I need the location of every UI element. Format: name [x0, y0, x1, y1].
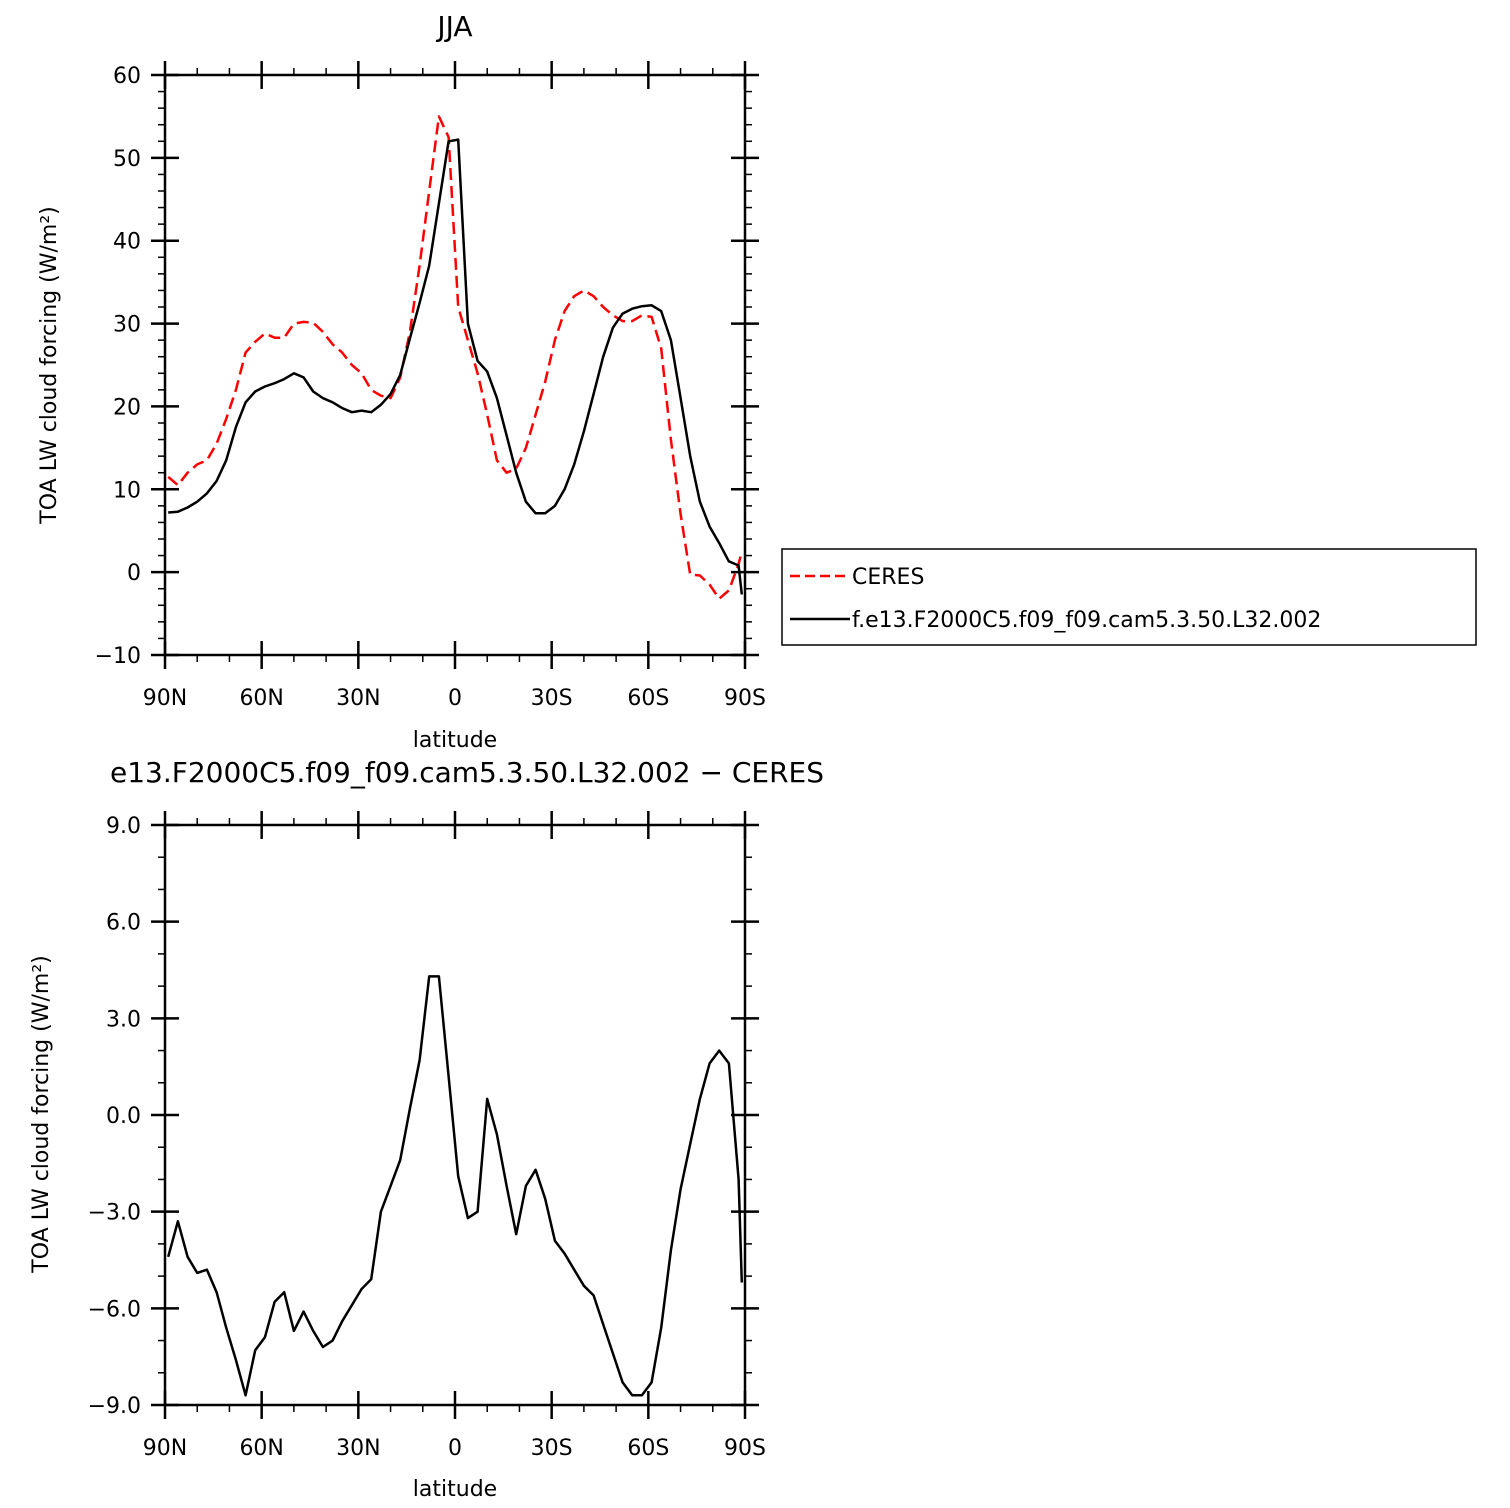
x-tick-label: 0 [448, 1436, 462, 1461]
series-line-0-1 [168, 138, 744, 595]
y-tick-label: −9.0 [88, 1394, 141, 1419]
x-tick-label: 30N [336, 1436, 380, 1461]
top-plot-frame [163, 73, 747, 657]
legend-label-ceres: CERES [852, 565, 924, 590]
y-tick-label: 0 [127, 561, 141, 586]
y-tick-label: 60 [113, 64, 141, 89]
top-series-group [167, 115, 744, 600]
legend-label-model: f.e13.F2000C5.f09_f09.cam5.3.50.L32.002 [852, 608, 1321, 633]
top-y-axis-label: TOA LW cloud forcing (W/m²) [37, 206, 62, 524]
bottom-x-tick-labels: 90N 60N 30N 0 30S 60S 90S [143, 1436, 766, 1461]
bottom-plot: e13.F2000C5.f09_f09.cam5.3.50.L32.002 − … [29, 756, 824, 1502]
y-tick-label: 6.0 [106, 911, 141, 936]
x-tick-label: 30N [336, 686, 380, 711]
x-tick-label: 60S [627, 686, 669, 711]
y-tick-label: 10 [113, 478, 141, 503]
y-tick-label: 50 [113, 147, 141, 172]
y-tick-label: 9.0 [106, 814, 141, 839]
top-chart-title: JJA [435, 10, 472, 43]
x-tick-label: 90S [724, 1436, 766, 1461]
bottom-y-tick-labels: −9.0 −6.0 −3.0 0.0 3.0 6.0 9.0 [88, 814, 141, 1419]
y-tick-label: 20 [113, 395, 141, 420]
x-tick-label: 90S [724, 686, 766, 711]
x-tick-label: 60N [239, 1436, 283, 1461]
x-tick-label: 30S [531, 686, 573, 711]
bottom-y-axis-label: TOA LW cloud forcing (W/m²) [29, 955, 54, 1273]
y-tick-label: 3.0 [106, 1007, 141, 1032]
top-x-tick-labels: 90N 60N 30N 0 30S 60S 90S [143, 686, 766, 711]
x-tick-label: 0 [448, 686, 462, 711]
bottom-chart-title: e13.F2000C5.f09_f09.cam5.3.50.L32.002 − … [110, 756, 824, 789]
y-tick-label: 0.0 [106, 1104, 141, 1129]
x-tick-label: 90N [143, 1436, 187, 1461]
y-tick-label: −6.0 [88, 1297, 141, 1322]
x-tick-label: 60S [627, 1436, 669, 1461]
legend: CERES f.e13.F2000C5.f09_f09.cam5.3.50.L3… [781, 548, 1477, 646]
top-x-axis-label: latitude [413, 728, 497, 753]
x-tick-label: 30S [531, 1436, 573, 1461]
y-tick-label: 40 [113, 230, 141, 255]
bottom-series-group [166, 975, 744, 1397]
series-line-0-0 [167, 115, 744, 600]
top-plot: JJA −10 0 10 20 30 40 50 60 90N 60N 30N 0 30S 60S 90S… [37, 10, 1477, 753]
bottom-x-axis-label: latitude [413, 1477, 497, 1502]
y-tick-label: −10 [95, 644, 141, 669]
top-y-tick-labels: −10 0 10 20 30 40 50 60 [95, 64, 141, 669]
bottom-axis-ticks [151, 811, 759, 1419]
series-line-1-0 [166, 975, 744, 1397]
x-tick-label: 60N [239, 686, 283, 711]
x-tick-label: 90N [143, 686, 187, 711]
y-tick-label: −3.0 [88, 1201, 141, 1226]
legend-box [781, 548, 1477, 646]
y-tick-label: 30 [113, 313, 141, 338]
bottom-plot-frame [163, 823, 747, 1407]
top-axis-ticks [151, 61, 759, 669]
